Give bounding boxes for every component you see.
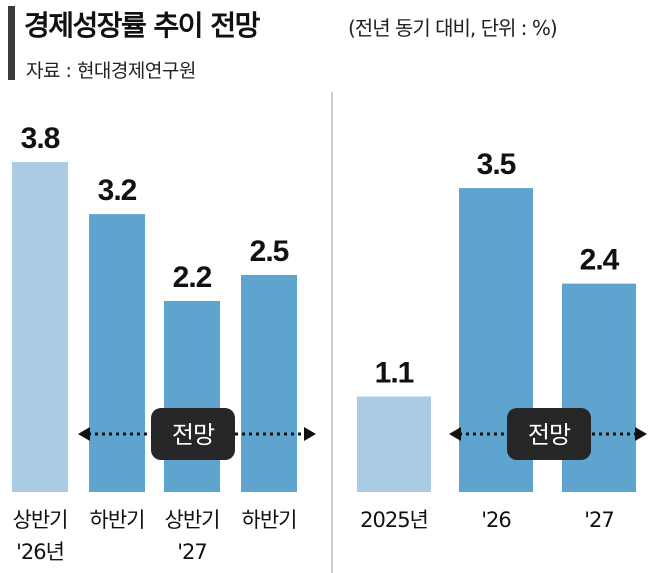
- arrow-left-icon: [78, 427, 90, 441]
- forecast-badge-label: 전망: [528, 421, 571, 449]
- chart-header: 경제성장률 추이 전망 (전년 동기 대비, 단위 : %) 자료 : 현대경제…: [0, 0, 650, 92]
- category-label: 2025년: [360, 508, 428, 532]
- category-label: '27: [584, 508, 614, 532]
- half-year-panel: 3.8 상반기 '26년 3.2 하반기 2.2 상반기 '27 2.5 하반기 전망: [12, 122, 316, 564]
- bar: [12, 162, 68, 493]
- arrow-right-icon: [635, 427, 647, 441]
- chart-source: 자료 : 현대경제연구원: [26, 60, 196, 82]
- annual-panel: 1.1 2025년 3.5 '26 2.4 '27 전망: [357, 148, 647, 532]
- forecast-badge: [151, 408, 235, 460]
- arrow-right-icon: [304, 427, 316, 441]
- bar: [562, 283, 636, 492]
- bar-value-label: 2.2: [173, 261, 212, 294]
- category-label: '26년: [16, 540, 64, 564]
- category-label: 하반기: [90, 508, 145, 532]
- chart-title: 경제성장률 추이 전망: [24, 9, 260, 42]
- bar-value-label: 3.5: [477, 148, 516, 181]
- bar: [164, 300, 220, 492]
- bar: [357, 396, 431, 492]
- arrow-left-icon: [449, 427, 461, 441]
- title-accent-bar: [8, 6, 15, 80]
- category-label: 상반기: [165, 508, 220, 532]
- bar-value-label: 3.8: [21, 122, 60, 155]
- category-label: '26: [481, 508, 511, 532]
- category-label: 상반기: [13, 508, 68, 532]
- forecast-badge-label: 전망: [172, 421, 215, 449]
- category-label: 하반기: [242, 508, 297, 532]
- chart-subtitle: (전년 동기 대비, 단위 : %): [348, 16, 558, 40]
- category-label: '27: [177, 540, 207, 564]
- bar-value-label: 3.2: [98, 174, 137, 207]
- bar: [89, 214, 145, 492]
- bar: [241, 274, 297, 492]
- bar-value-label: 2.4: [580, 244, 620, 277]
- forecast-badge: [507, 408, 591, 460]
- bar-value-label: 1.1: [375, 356, 414, 389]
- bar-value-label: 2.5: [250, 235, 289, 268]
